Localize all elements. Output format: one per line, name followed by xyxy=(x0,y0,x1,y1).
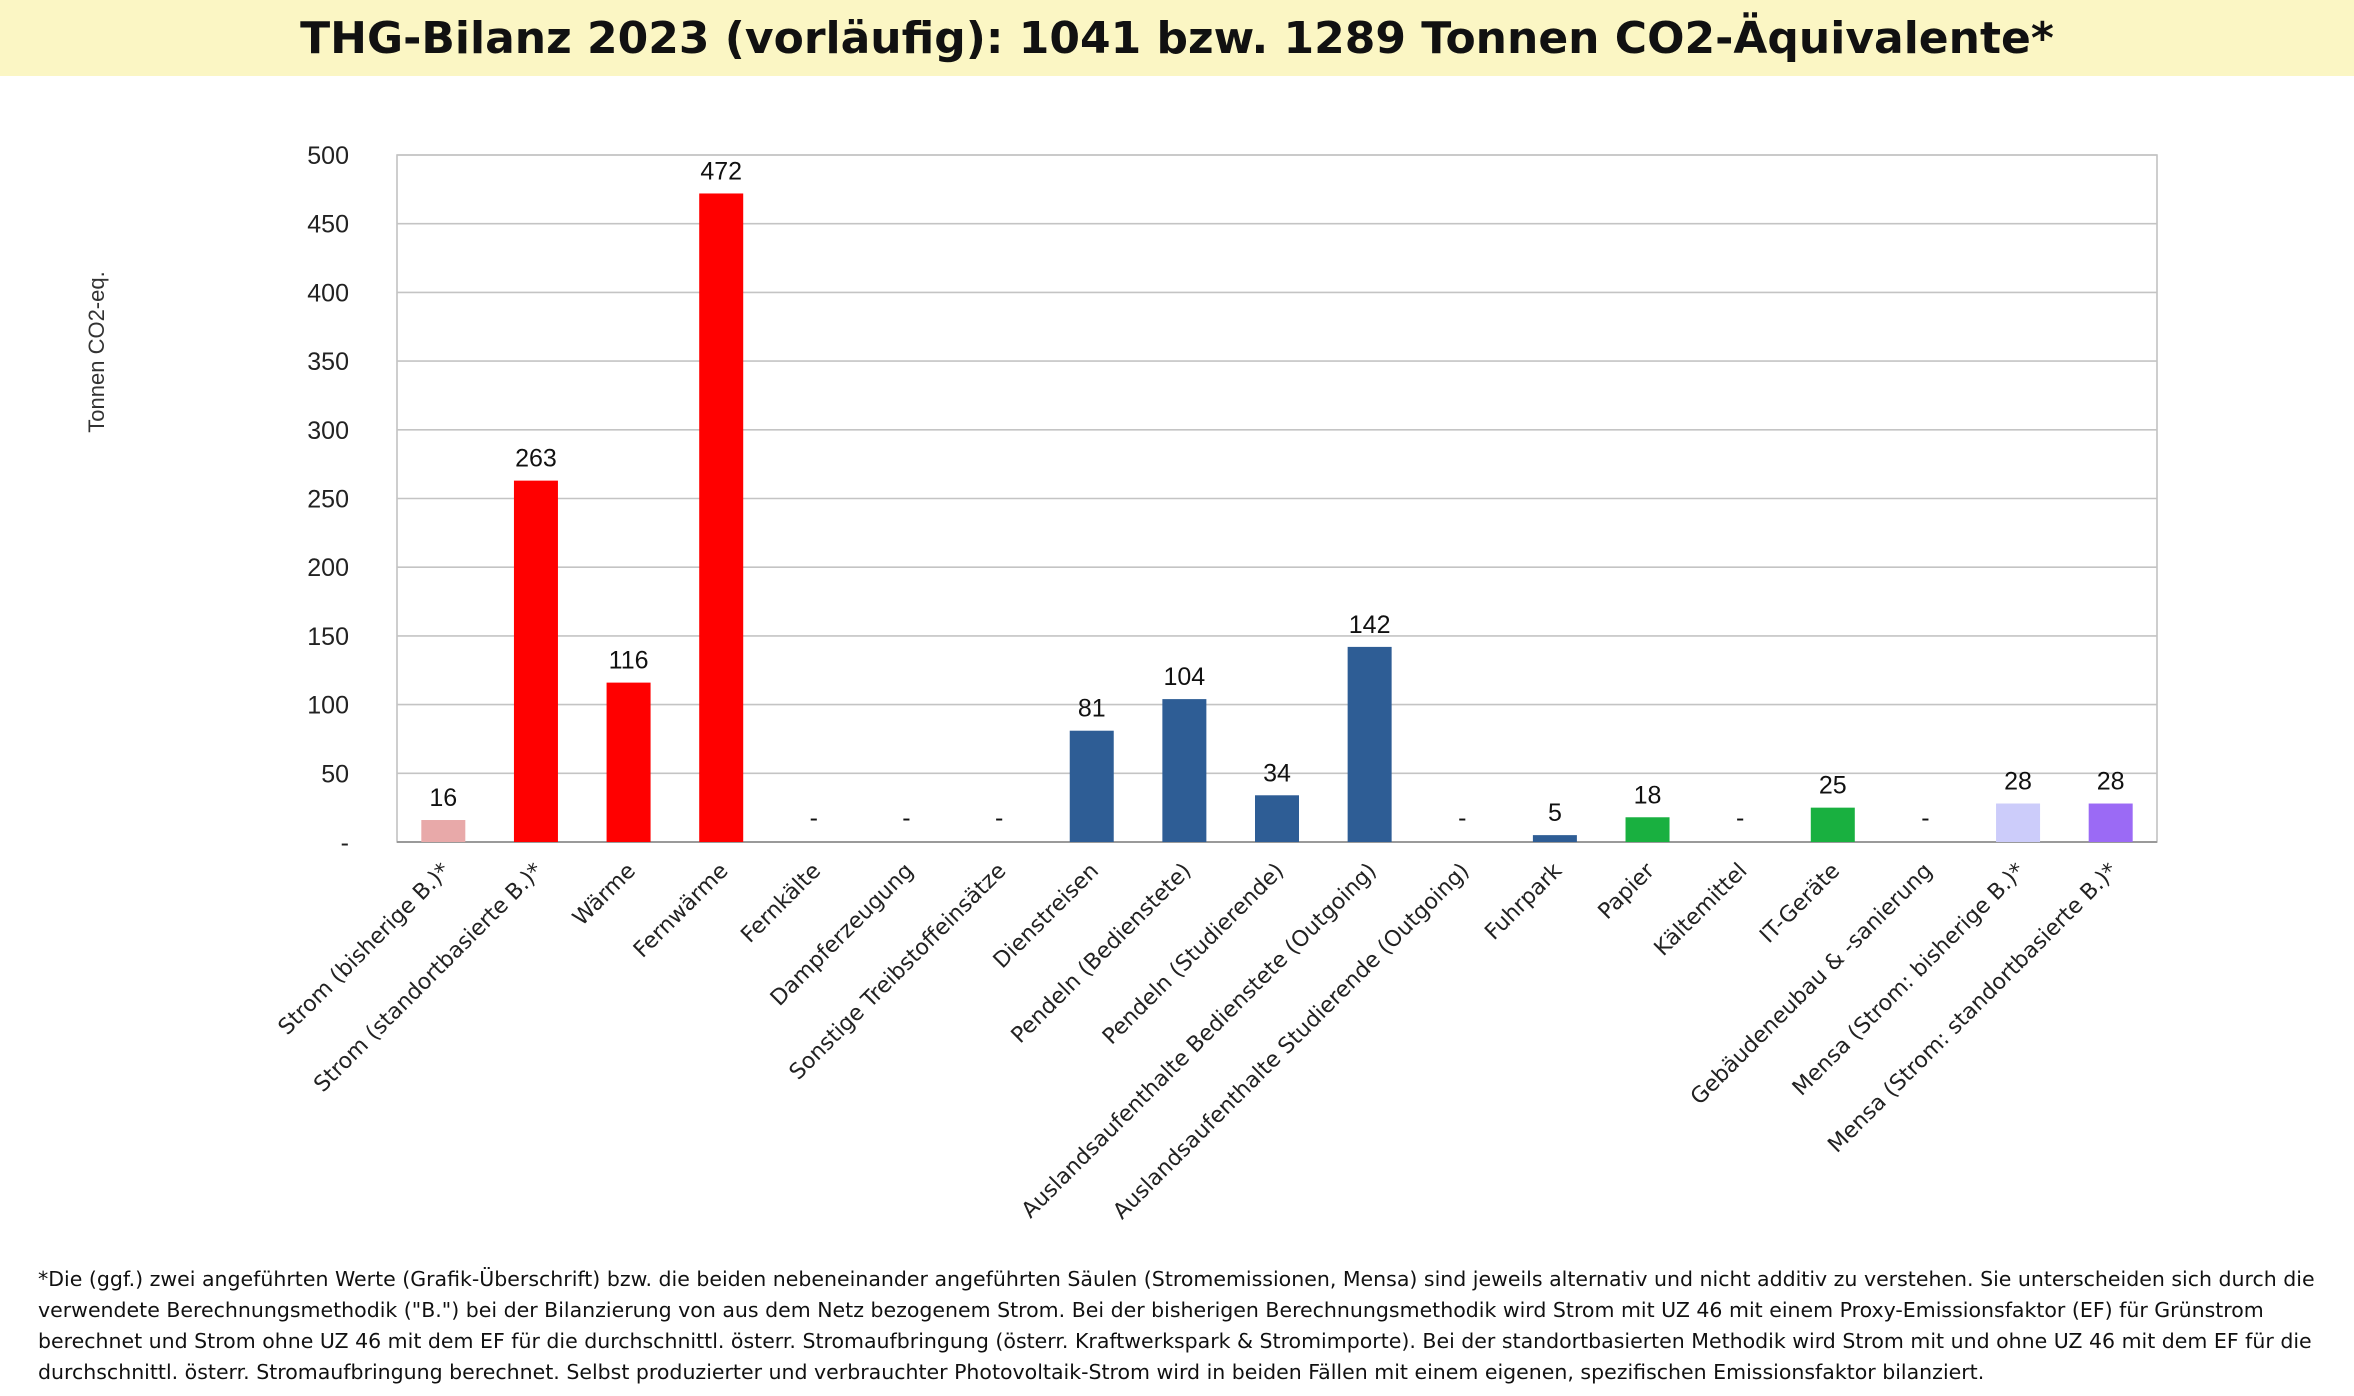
title-bar: THG-Bilanz 2023 (vorläufig): 1041 bzw. 1… xyxy=(0,0,2354,76)
chart-title: THG-Bilanz 2023 (vorläufig): 1041 bzw. 1… xyxy=(300,12,2054,64)
data-labels: 16 263 116 472 - - - 81 104 34 142 - 5 18 - 25 - 28 28 xyxy=(429,157,2124,832)
x-category-label: Fernkälte xyxy=(736,859,826,949)
data-label: 116 xyxy=(609,647,649,675)
y-axis-ticks: - 50 100 150 200 250 300 350 400 450 500 xyxy=(307,142,349,857)
data-label: - xyxy=(995,804,1003,832)
y-tick-label: 500 xyxy=(307,142,349,170)
data-label: - xyxy=(1921,804,1929,832)
x-category-label: IT-Geräte xyxy=(1755,859,1845,949)
x-category-label: Auslandsaufenthalte Studierende (Outgoin… xyxy=(1109,859,1475,1225)
bar xyxy=(1810,807,1855,842)
x-axis-category-labels: Strom (bisherige B.)*Strom (standortbasi… xyxy=(274,858,2123,1225)
data-label: - xyxy=(810,804,818,832)
bar xyxy=(1162,699,1207,842)
x-category-label: Kältemittel xyxy=(1650,859,1753,962)
footnote: *Die (ggf.) zwei angeführten Werte (Graf… xyxy=(38,1267,2315,1384)
x-category-label: Papier xyxy=(1594,858,1661,925)
data-label: 104 xyxy=(1164,663,1206,691)
bar xyxy=(1625,817,1670,842)
bar-chart: - 50 100 150 200 250 300 350 400 450 500 16 263 116 4… xyxy=(84,142,2158,1225)
data-label: - xyxy=(1736,804,1744,832)
data-label: - xyxy=(1458,804,1466,832)
data-label: 34 xyxy=(1263,759,1291,787)
y-tick-label: 400 xyxy=(307,279,349,307)
y-tick-label: 250 xyxy=(307,486,349,514)
gridlines xyxy=(396,154,2158,843)
bar xyxy=(513,480,558,842)
x-category-label: Fuhrpark xyxy=(1480,858,1567,945)
y-tick-label: 450 xyxy=(307,211,349,239)
y-tick-label: - xyxy=(341,829,349,857)
data-label: 28 xyxy=(2004,768,2032,796)
bars xyxy=(421,193,2133,843)
bar xyxy=(421,820,466,842)
bar xyxy=(606,682,651,842)
bar xyxy=(699,193,744,843)
data-label: 81 xyxy=(1078,695,1106,723)
y-tick-label: 350 xyxy=(307,348,349,376)
y-tick-label: 50 xyxy=(321,760,349,788)
y-tick-label: 300 xyxy=(307,417,349,445)
bar xyxy=(1996,803,2041,842)
bar xyxy=(1347,646,1392,842)
data-label: 16 xyxy=(429,784,457,812)
bar xyxy=(1069,730,1114,842)
data-label: 5 xyxy=(1548,799,1562,827)
x-category-label: Strom (bisherige B.)* xyxy=(274,859,456,1041)
y-tick-label: 200 xyxy=(307,554,349,582)
y-tick-label: 150 xyxy=(307,623,349,651)
data-label: 472 xyxy=(700,157,742,185)
bar xyxy=(1255,795,1299,842)
y-tick-label: 100 xyxy=(307,692,349,720)
data-label: 28 xyxy=(2097,768,2125,796)
x-category-label: Auslandsaufenthalte Bedienstete (Outgoin… xyxy=(1017,859,1382,1224)
data-label: 18 xyxy=(1634,781,1662,809)
x-category-label: Pendeln (Bedienstete) xyxy=(1007,859,1197,1049)
y-axis-title: Tonnen CO2-eq. xyxy=(84,271,109,432)
data-label: 263 xyxy=(515,445,557,473)
data-label: - xyxy=(902,804,910,832)
x-category-label: Wärme xyxy=(568,859,640,931)
bar xyxy=(2088,803,2133,842)
x-category-label: Fernwärme xyxy=(629,859,733,963)
bar xyxy=(1532,835,1577,842)
data-label: 142 xyxy=(1349,611,1391,639)
x-category-label: Pendeln (Studierende) xyxy=(1098,859,1289,1050)
data-label: 25 xyxy=(1819,772,1847,800)
